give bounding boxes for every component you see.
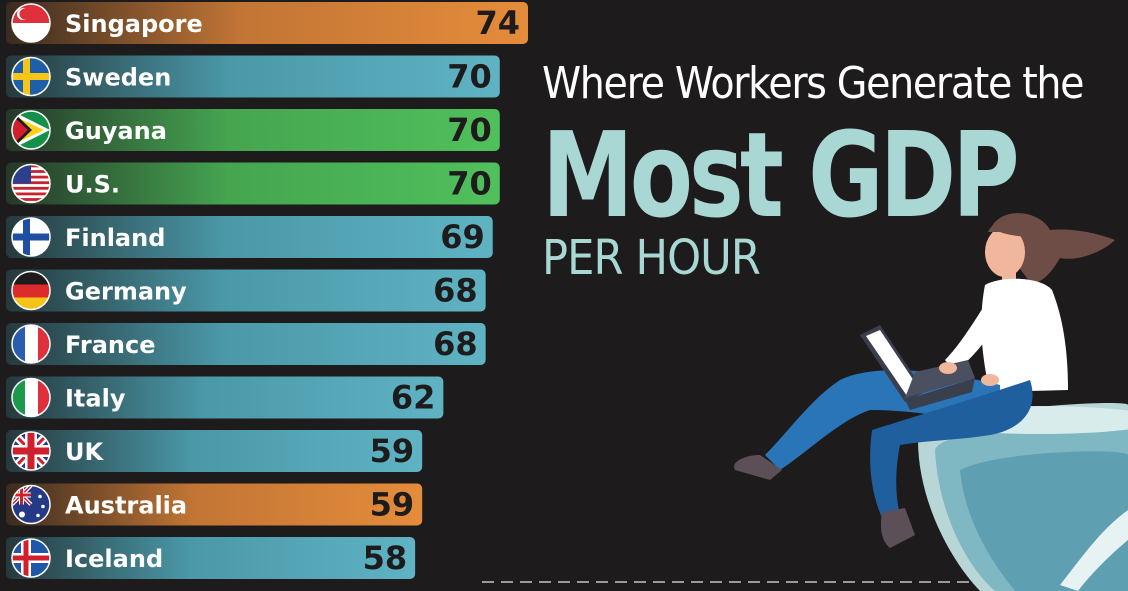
value-label: 69 (440, 218, 485, 256)
value-label: 58 (363, 539, 408, 577)
bar-guyana (6, 109, 500, 151)
bar-u-s (6, 162, 500, 205)
bar-sweden (6, 55, 500, 98)
flag-ring (11, 110, 51, 150)
bar-series: Singapore 74 Sweden 70 Guyana 70 U.S. 70 Finland… (6, 2, 528, 579)
singapore-flag-icon (12, 4, 50, 42)
bar-australia (6, 483, 423, 526)
headline-main: Most GDP (542, 106, 1020, 244)
finland-flag-icon (12, 218, 50, 256)
australia-flag-icon (12, 485, 50, 524)
flag-ring (11, 270, 51, 311)
value-label: 59 (370, 486, 415, 524)
bar-uk (6, 430, 423, 472)
category-label: Singapore (65, 10, 203, 38)
value-label: 59 (370, 432, 415, 470)
value-label: 70 (447, 165, 492, 203)
sweden-flag-icon (12, 57, 50, 96)
bar-germany (6, 269, 486, 312)
headline-sub: PER HOUR (542, 230, 761, 286)
flag-ring (11, 163, 51, 204)
guyana-flag-icon (12, 111, 50, 149)
value-label: 62 (391, 379, 436, 417)
category-label: Guyana (65, 117, 167, 145)
flag-ring (11, 217, 51, 257)
category-label: UK (65, 438, 104, 466)
flag-ring (11, 56, 51, 97)
flag-ring (11, 484, 51, 525)
flag-ring (11, 538, 51, 578)
us-flag-icon (12, 164, 50, 203)
bar-france (6, 323, 486, 365)
value-label: 68 (433, 272, 478, 310)
value-label: 74 (475, 4, 520, 42)
value-label: 70 (447, 58, 492, 96)
flag-ring (11, 431, 51, 471)
category-label: Iceland (65, 545, 163, 573)
value-label: 70 (447, 111, 492, 149)
value-label: 68 (433, 325, 478, 363)
category-label: Germany (65, 278, 187, 306)
uk-flag-icon (12, 432, 50, 470)
bar-singapore (6, 2, 528, 44)
category-label: Sweden (65, 64, 171, 92)
bar-finland (6, 216, 493, 258)
category-label: Italy (65, 385, 126, 413)
category-label: Australia (65, 492, 187, 520)
glass-bowl-illustration (918, 403, 1128, 591)
bar-iceland (6, 537, 416, 579)
flag-ring (11, 377, 51, 418)
flag-ring (11, 3, 51, 43)
category-label: France (65, 331, 155, 359)
category-label: U.S. (65, 171, 120, 199)
woman-with-laptop-illustration (734, 213, 1115, 548)
flag-ring (11, 324, 51, 364)
bar-italy (6, 376, 444, 419)
headline: Where Workers Generate the Most GDP PER … (542, 58, 1122, 286)
headline-line-1: Where Workers Generate the (542, 58, 1084, 109)
iceland-flag-icon (12, 539, 50, 577)
category-label: Finland (65, 224, 165, 252)
